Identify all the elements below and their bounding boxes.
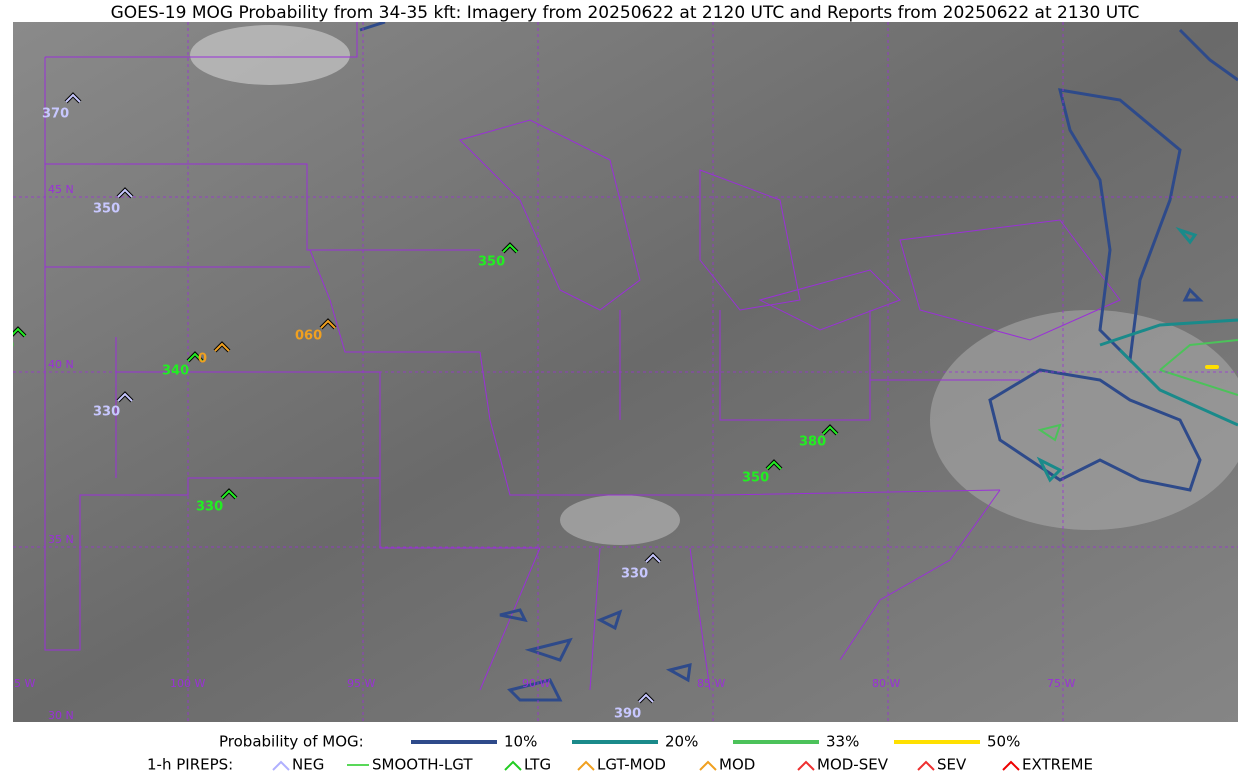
grid-label: 85 W xyxy=(697,677,725,690)
grid-label: 40 N xyxy=(48,358,74,371)
grid-label: 90 W xyxy=(522,677,550,690)
probability-contours xyxy=(1036,226,1238,483)
pirep-altitude: 350 xyxy=(93,202,120,217)
graticule xyxy=(13,22,1238,722)
borders xyxy=(44,22,1121,691)
legend-label: SMOOTH-LGT xyxy=(372,756,473,774)
grid-label: 95 W xyxy=(347,677,375,690)
legend-swatch xyxy=(797,760,815,771)
pirep-symbol xyxy=(214,342,230,352)
cloud xyxy=(930,310,1238,530)
pirep-symbol xyxy=(65,93,81,103)
legend-title: 1-h PIREPS: xyxy=(147,756,233,774)
pirep-symbol xyxy=(766,460,782,470)
pirep-altitude: 0 xyxy=(198,352,207,367)
legend-label: 10% xyxy=(504,733,537,751)
map: 45 N 40 N 35 N 30 N 105 W 100 W 95 W 90 W 85 W 80… xyxy=(0,22,1238,722)
pirep-symbol xyxy=(187,352,203,362)
probability-contours xyxy=(1037,339,1238,442)
pirep-altitude: 350 xyxy=(478,255,505,270)
pirep-symbol xyxy=(117,188,133,198)
legend-swatch xyxy=(577,760,595,771)
grid-label: 100 W xyxy=(170,677,205,690)
pirep-altitude: 380 xyxy=(799,435,826,450)
legend-label: 33% xyxy=(826,733,859,751)
pirep-altitude: 390 xyxy=(614,707,641,722)
probability-contours xyxy=(1205,365,1219,369)
grid-label: 30 N xyxy=(48,709,74,722)
grid-label: 105 W xyxy=(0,677,35,690)
pirep-symbol xyxy=(822,425,838,435)
pirep-altitude: 340 xyxy=(162,364,189,379)
legend-swatch xyxy=(699,760,717,771)
pirep-symbol xyxy=(638,693,654,703)
legend-swatch xyxy=(272,760,290,771)
legend-label: 50% xyxy=(987,733,1020,751)
pirep-symbol xyxy=(13,327,26,337)
legend-label: NEG xyxy=(292,756,324,774)
legend-label: MOD-SEV xyxy=(817,756,889,774)
pirep-altitude: 370 xyxy=(42,107,69,122)
legend-label: LGT-MOD xyxy=(597,756,666,774)
grid-label: 80 W xyxy=(872,677,900,690)
title: GOES-19 MOG Probability from 34-35 kft: … xyxy=(111,3,1140,23)
pirep-altitude: 330 xyxy=(196,500,223,515)
pirep-symbol xyxy=(645,553,661,563)
grid-label: 75 W xyxy=(1047,677,1075,690)
legend-title: Probability of MOG: xyxy=(219,733,364,751)
legend-swatch xyxy=(504,760,522,771)
legend-label: 20% xyxy=(665,733,698,751)
legend-swatch xyxy=(917,760,935,771)
pirep-symbol xyxy=(502,243,518,253)
legend: Probability of MOG: 10% 20% 33% 50% 1-h PIREP… xyxy=(147,733,1093,774)
legend-label: MOD xyxy=(719,756,755,774)
cloud xyxy=(560,495,680,545)
legend-label: LTG xyxy=(524,756,551,774)
pirep-altitude: 30 xyxy=(0,339,14,354)
pirep-symbol xyxy=(320,319,336,329)
pirep-symbol xyxy=(117,392,133,402)
legend-swatch xyxy=(1002,760,1020,771)
pirep-altitude: 330 xyxy=(93,405,120,420)
cloud xyxy=(190,25,350,85)
grid-label: 45 N xyxy=(48,183,74,196)
grid-label: 35 N xyxy=(48,533,74,546)
pirep-altitude: 060 xyxy=(295,329,322,344)
pirep-symbol xyxy=(221,489,237,499)
pirep-altitude: 330 xyxy=(621,567,648,582)
legend-label: EXTREME xyxy=(1022,756,1093,774)
legend-label: SEV xyxy=(937,756,967,774)
pirep-altitude: 350 xyxy=(742,471,769,486)
